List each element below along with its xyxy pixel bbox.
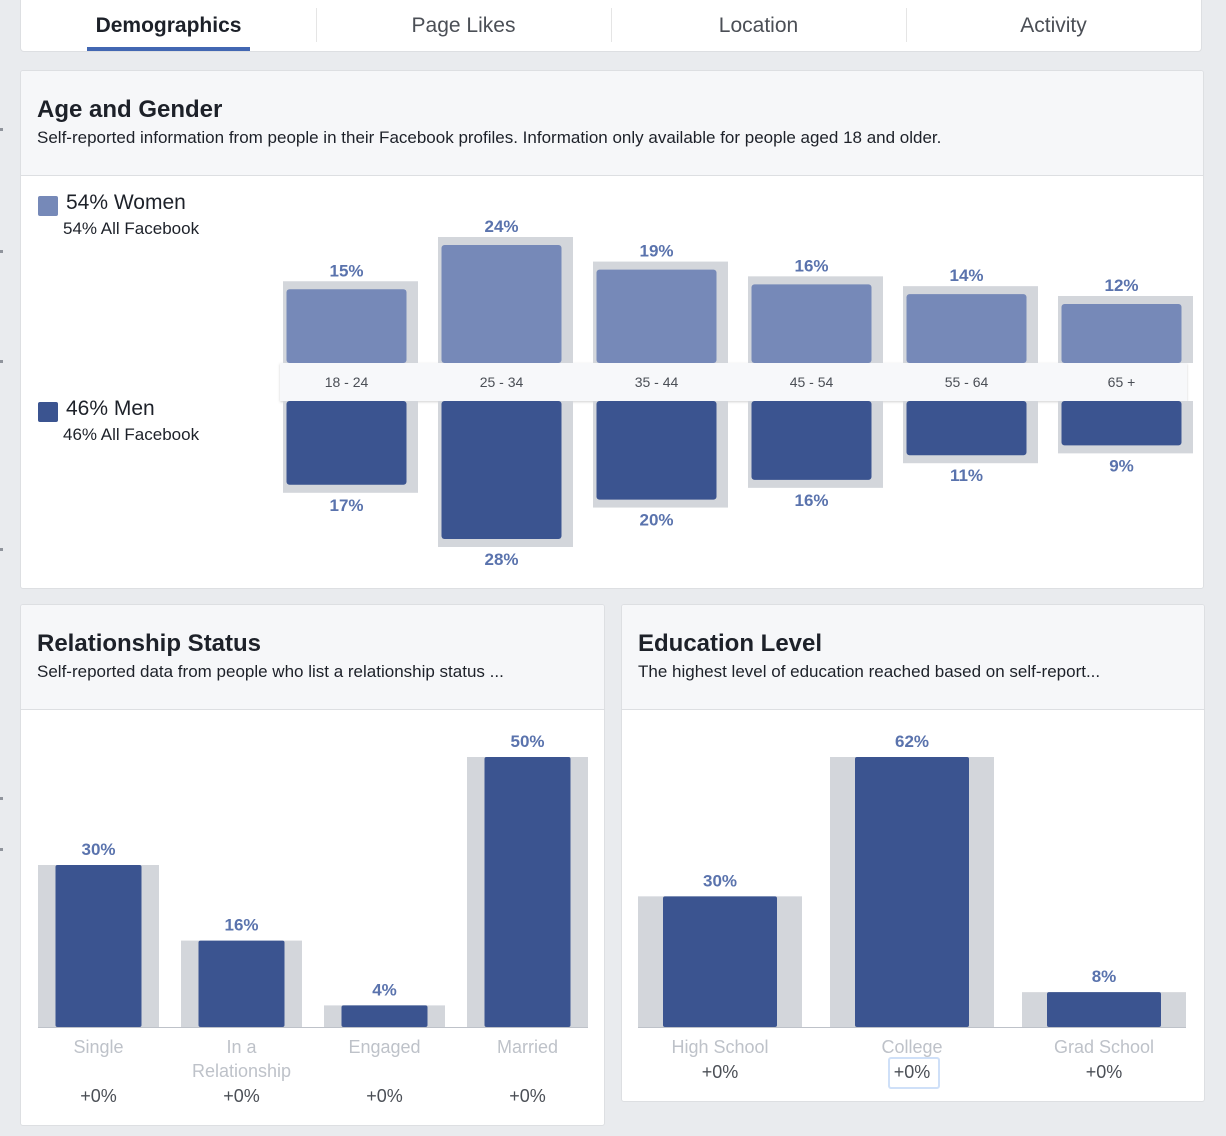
tab-label: Page Likes: [411, 13, 516, 37]
women-bar: [596, 269, 717, 363]
bar: [484, 757, 571, 1027]
category-label: Engaged: [348, 1037, 420, 1057]
card-header: Education Level The highest level of edu…: [622, 605, 1204, 710]
card-title: Age and Gender: [37, 96, 223, 123]
bar: [341, 1005, 428, 1027]
change-label: +0%: [894, 1062, 931, 1082]
women-bar: [286, 289, 407, 363]
women-value-label: 19%: [639, 242, 673, 261]
men-value-label: 20%: [639, 511, 673, 530]
category-label: In a Relationship: [192, 1037, 291, 1081]
change-label: +0%: [80, 1086, 117, 1106]
bar-value-label: 16%: [224, 916, 258, 935]
category-label: Single: [73, 1037, 123, 1057]
tab-label: Location: [718, 13, 799, 37]
category-label: College: [881, 1037, 942, 1057]
change-label: +0%: [702, 1062, 739, 1082]
men-value-label: 28%: [484, 550, 518, 569]
men-bar: [441, 401, 562, 539]
category-label: High School: [671, 1037, 768, 1057]
card-title: Education Level: [638, 630, 823, 657]
women-value-label: 12%: [1104, 276, 1138, 295]
women-legend-label: 54% Women: [66, 191, 186, 214]
card-header: Relationship Status Self-reported data f…: [21, 605, 604, 710]
bar: [1047, 992, 1161, 1027]
bar-value-label: 50%: [510, 732, 544, 751]
bar: [855, 757, 969, 1027]
age-category-label: 25 - 34: [480, 374, 524, 390]
bar-value-label: 30%: [81, 840, 115, 859]
age-axis-strip: [280, 363, 1187, 401]
tab-label: Activity: [1020, 13, 1087, 37]
age-gender-chart: 15% 17% 18 - 24 24% 28% 25 - 34 19% 20% 35 - 44 1…: [280, 217, 1193, 569]
education-level-chart: 30% High School +0% 62% College +0% 8% Grad Sch…: [638, 732, 1186, 1082]
men-bar: [286, 401, 407, 485]
women-bar: [906, 294, 1027, 363]
bar-value-label: 62%: [895, 732, 929, 751]
bar: [663, 896, 777, 1027]
bar-value-label: 4%: [372, 980, 397, 999]
relationship-status-card: Relationship Status Self-reported data f…: [20, 604, 605, 1126]
women-all-facebook: 54% All Facebook: [63, 219, 200, 238]
edge-marker: [0, 548, 3, 551]
relationship-status-chart: 30% Single +0% 16% In a Relationship +0% 4% Enga…: [38, 732, 588, 1106]
men-all-facebook: 46% All Facebook: [63, 425, 200, 444]
age-category-label: 18 - 24: [325, 374, 369, 390]
men-value-label: 17%: [329, 496, 363, 515]
education-level-card: Education Level The highest level of edu…: [621, 604, 1205, 1102]
category-label: Grad School: [1054, 1037, 1154, 1057]
men-bar: [751, 401, 872, 480]
card-title: Relationship Status: [37, 630, 262, 657]
women-value-label: 24%: [484, 217, 518, 236]
tab-page-likes[interactable]: Page Likes: [316, 0, 611, 51]
women-bar: [1061, 304, 1182, 363]
bar: [55, 865, 142, 1027]
edge-marker: [0, 848, 3, 851]
age-category-label: 45 - 54: [790, 374, 834, 390]
women-bar: [751, 284, 872, 363]
men-value-label: 9%: [1109, 456, 1134, 475]
tab-demographics[interactable]: Demographics: [21, 0, 316, 51]
women-legend-swatch: [38, 196, 58, 216]
women-value-label: 15%: [329, 261, 363, 280]
men-bar: [596, 401, 717, 500]
focus-outline: [888, 1057, 940, 1089]
men-value-label: 16%: [794, 491, 828, 510]
age-gender-card: Age and Gender Self-reported information…: [20, 70, 1204, 589]
men-legend-swatch: [38, 402, 58, 422]
men-bar: [906, 401, 1027, 456]
change-label: +0%: [1086, 1062, 1123, 1082]
women-value-label: 14%: [949, 266, 983, 285]
tab-label: Demographics: [95, 13, 242, 37]
bar: [198, 940, 285, 1027]
edge-marker: [0, 797, 3, 800]
tab-activity[interactable]: Activity: [906, 0, 1201, 51]
age-category-label: 55 - 64: [945, 374, 989, 390]
age-category-label: 65 +: [1108, 374, 1136, 390]
edge-marker: [0, 360, 3, 363]
change-label: +0%: [509, 1086, 546, 1106]
card-header: Age and Gender Self-reported information…: [21, 71, 1203, 176]
category-label: Married: [497, 1037, 558, 1057]
change-label: +0%: [223, 1086, 260, 1106]
women-value-label: 16%: [794, 256, 828, 275]
age-category-label: 35 - 44: [635, 374, 679, 390]
tab-location[interactable]: Location: [611, 0, 906, 51]
tab-bar: Demographics Page Likes Location Activit…: [20, 0, 1202, 52]
men-value-label: 11%: [950, 466, 983, 485]
edge-marker: [0, 250, 3, 253]
change-label: +0%: [366, 1086, 403, 1106]
edge-marker: [0, 128, 3, 131]
bar-value-label: 8%: [1092, 967, 1117, 986]
men-legend-label: 46% Men: [66, 397, 155, 420]
women-bar: [441, 245, 562, 363]
men-bar: [1061, 401, 1182, 446]
bar-value-label: 30%: [703, 871, 737, 890]
